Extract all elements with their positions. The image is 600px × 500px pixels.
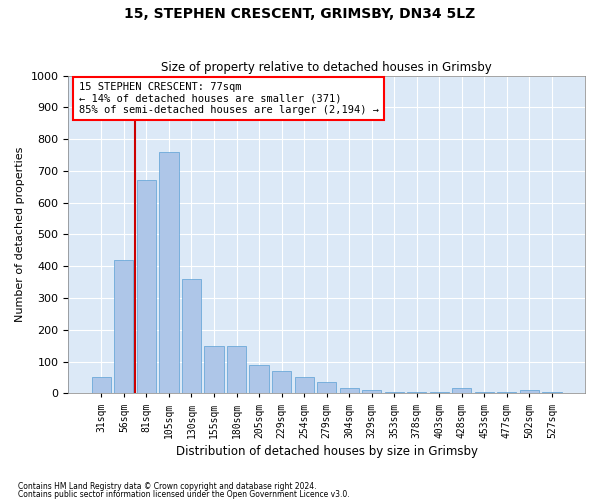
Bar [92, 378, 111, 394]
Bar [542, 392, 562, 394]
Bar [250, 364, 269, 394]
Bar [182, 279, 201, 394]
X-axis label: Distribution of detached houses by size in Grimsby: Distribution of detached houses by size … [176, 444, 478, 458]
Bar [407, 392, 427, 394]
Bar [272, 371, 291, 394]
Bar [317, 382, 336, 394]
Bar [452, 388, 472, 394]
Bar [340, 388, 359, 394]
Bar [385, 392, 404, 394]
Text: Contains HM Land Registry data © Crown copyright and database right 2024.: Contains HM Land Registry data © Crown c… [18, 482, 317, 491]
Bar [475, 392, 494, 394]
Text: Contains public sector information licensed under the Open Government Licence v3: Contains public sector information licen… [18, 490, 350, 499]
Title: Size of property relative to detached houses in Grimsby: Size of property relative to detached ho… [161, 62, 492, 74]
Bar [362, 390, 381, 394]
Bar [430, 392, 449, 394]
Bar [520, 390, 539, 394]
Bar [160, 152, 179, 394]
Y-axis label: Number of detached properties: Number of detached properties [15, 147, 25, 322]
Text: 15 STEPHEN CRESCENT: 77sqm
← 14% of detached houses are smaller (371)
85% of sem: 15 STEPHEN CRESCENT: 77sqm ← 14% of deta… [79, 82, 379, 115]
Bar [227, 346, 246, 394]
Text: 15, STEPHEN CRESCENT, GRIMSBY, DN34 5LZ: 15, STEPHEN CRESCENT, GRIMSBY, DN34 5LZ [124, 8, 476, 22]
Bar [497, 392, 517, 394]
Bar [295, 378, 314, 394]
Bar [205, 346, 224, 394]
Bar [137, 180, 156, 394]
Bar [114, 260, 133, 394]
